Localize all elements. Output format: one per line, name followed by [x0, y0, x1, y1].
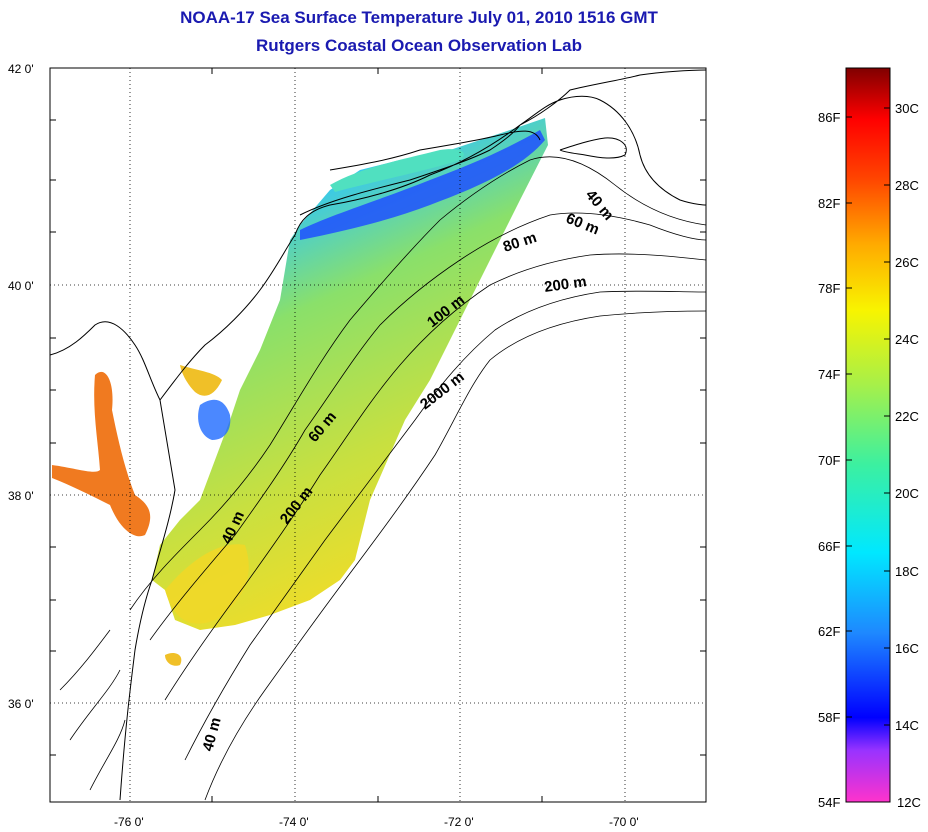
colorbar-f-label: 66F: [818, 539, 840, 554]
sst-swath: [152, 118, 548, 630]
colorbar-c-label: 24C: [895, 332, 919, 347]
lat-label: 36 0': [8, 697, 34, 711]
colorbar-f-label: 86F: [818, 110, 840, 125]
colorbar-c-label: 14C: [895, 718, 919, 733]
colorbar-c-label: 20C: [895, 486, 919, 501]
lon-label: -74 0': [279, 815, 309, 829]
colorbar-c-label: 12C: [897, 795, 921, 810]
coastline: [50, 69, 706, 801]
colorbar-c-label: 26C: [895, 255, 919, 270]
lon-label: -76 0': [114, 815, 144, 829]
contour-label: 200 m: [543, 273, 587, 296]
lat-label: 40 0': [8, 279, 34, 293]
colorbar-c-label: 18C: [895, 564, 919, 579]
graticule: [50, 68, 706, 802]
warm-patch: [165, 544, 249, 624]
colorbar-f-label: 74F: [818, 367, 840, 382]
map-subtitle: Rutgers Coastal Ocean Observation Lab: [256, 36, 582, 55]
lat-label: 38 0': [8, 489, 34, 503]
lon-label: -70 0': [609, 815, 639, 829]
colorbar-f-label: 78F: [818, 281, 840, 296]
sst-delaware-bay: [180, 365, 222, 396]
colorbar-c-label: 28C: [895, 178, 919, 193]
colorbar-c-label: 30C: [895, 101, 919, 116]
colorbar: [845, 67, 891, 803]
frame-ticks: [50, 68, 706, 802]
colorbar-f-label: 58F: [818, 710, 840, 725]
colorbar-f-label: 70F: [818, 453, 840, 468]
sst-chesapeake: [52, 371, 151, 537]
lat-label: 42 0': [8, 62, 34, 76]
sst-warm-offshore: [165, 653, 182, 666]
cold-patch-south: [198, 399, 231, 440]
sst-longisland-sound: [330, 149, 464, 192]
cold-patch-north: [300, 130, 545, 240]
colorbar-f-label: 82F: [818, 196, 840, 211]
map-title: NOAA-17 Sea Surface Temperature July 01,…: [180, 8, 658, 27]
colorbar-f-label: 54F: [818, 795, 840, 810]
colorbar-f-label: 62F: [818, 624, 840, 639]
colorbar-c-label: 16C: [895, 641, 919, 656]
colorbar-c-label: 22C: [895, 409, 919, 424]
lon-label: -72 0': [444, 815, 474, 829]
colorbar-ticks: [846, 107, 890, 726]
isobath-contours: [59, 156, 706, 801]
